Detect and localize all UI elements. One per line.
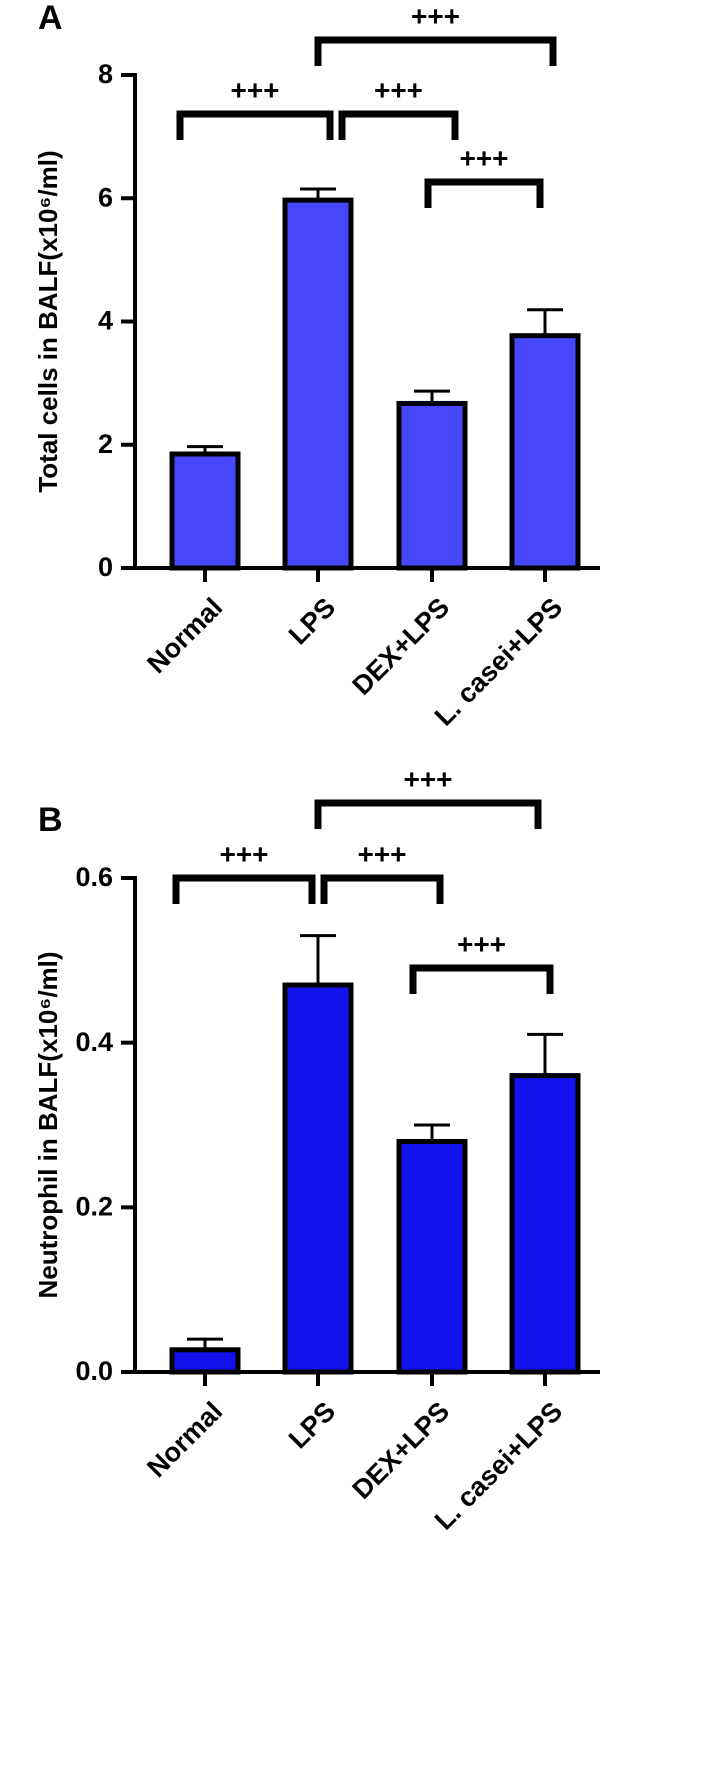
y-tick-label: 2 [98,429,113,459]
bar [396,1138,468,1375]
significance-bracket [320,874,444,904]
significance-bracket [172,874,316,904]
y-tick-label: 0.2 [75,1191,113,1221]
significance-label: +++ [403,763,452,794]
bar [169,1347,241,1375]
significance-bracket [314,799,542,829]
bar [509,1073,581,1375]
x-tick-label: DEX+LPS [347,592,456,701]
significance-bracket [176,110,334,140]
x-tick-label: LPS [283,592,341,650]
significance-label: +++ [219,838,268,869]
bar [282,197,354,571]
x-tick-label: LPS [283,1396,341,1454]
significance-label: +++ [230,74,279,105]
significance-bracket [424,178,544,208]
bar [396,400,468,571]
y-tick-label: 4 [98,306,113,336]
y-axis-title: Neutrophil in BALF(x10⁶/ml) [33,951,63,1298]
x-tick-label: Normal [141,592,228,679]
x-tick-label: DEX+LPS [347,1396,456,1505]
significance-label: +++ [457,928,506,959]
significance-label: +++ [357,838,406,869]
bar [509,333,581,571]
bar [282,982,354,1375]
panel-label: A [38,0,63,37]
y-tick-label: 0.6 [75,862,113,892]
y-tick-label: 0.4 [75,1027,113,1057]
x-tick-label: Normal [141,1396,228,1483]
y-tick-label: 0.0 [75,1356,113,1386]
significance-label: +++ [459,142,508,173]
y-tick-label: 6 [98,182,113,212]
significance-label: +++ [374,74,423,105]
panel-label: B [38,801,63,839]
significance-bracket [409,964,554,994]
y-tick-label: 0 [98,552,113,582]
significance-label: +++ [411,0,460,31]
y-tick-label: 8 [98,59,113,89]
y-axis-title: Total cells in BALF(x10⁶/ml) [33,150,63,492]
significance-bracket [314,36,557,66]
significance-bracket [338,110,459,140]
bar [169,451,241,571]
